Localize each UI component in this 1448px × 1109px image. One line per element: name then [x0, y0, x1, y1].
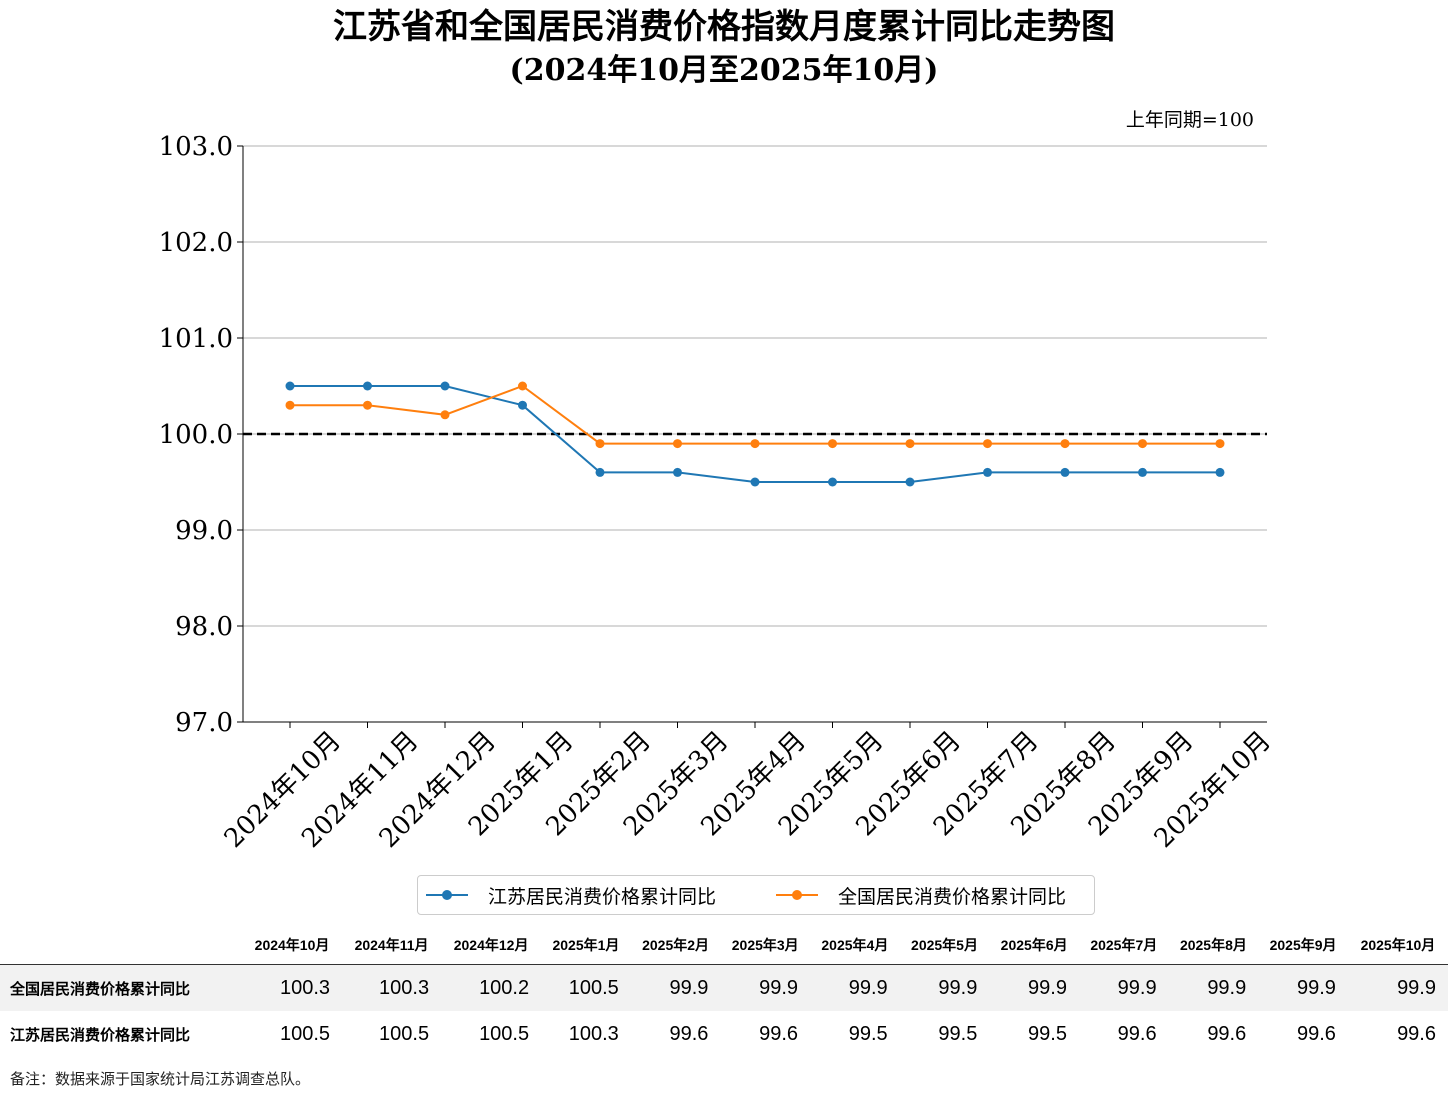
table-cell: 99.9: [669, 976, 709, 999]
data-point-1: [1138, 439, 1147, 449]
table-cell: 99.5: [848, 1022, 888, 1045]
table-cell: 100.5: [279, 1022, 331, 1045]
data-point-1: [285, 400, 295, 410]
table-cell: 100.2: [479, 976, 530, 999]
data-point-0: [363, 381, 372, 391]
table-cell: 100.3: [568, 1022, 619, 1045]
data-point-1: [828, 439, 837, 449]
legend-swatch-national: [776, 890, 818, 900]
data-point-1: [983, 439, 992, 449]
legend-label-national: 全国居民消费价格累计同比: [838, 885, 1067, 908]
table-cell: 99.6: [1207, 1022, 1247, 1045]
table-header-cell: 2025年10月: [1360, 937, 1436, 953]
y-tick-label: 101.0: [159, 324, 233, 354]
data-point-0: [750, 477, 760, 487]
data-point-0: [1215, 467, 1225, 477]
table-header-row: 2024年10月 2024年11月 2024年12月 2025年1月 2025年…: [0, 926, 1448, 965]
table-header-cell: 2025年4月: [821, 937, 889, 953]
y-tick-label: 98.0: [175, 612, 233, 642]
data-point-0: [828, 477, 837, 487]
y-tick-label: 97.0: [175, 708, 233, 738]
data-point-1: [1060, 439, 1070, 449]
table-header-cell: 2024年11月: [354, 937, 429, 953]
table-header-cell: 2025年2月: [642, 937, 710, 953]
row-label: 全国居民消费价格累计同比: [10, 980, 191, 998]
table-header-cell: 2025年3月: [731, 937, 799, 953]
table-cell: 99.5: [938, 1022, 978, 1045]
data-point-0: [595, 467, 605, 477]
data-point-0: [440, 381, 450, 391]
y-tick-label: 102.0: [159, 228, 233, 258]
table-row-jiangsu: 江苏居民消费价格累计同比 100.5 100.5 100.5 100.3 99.…: [0, 1011, 1448, 1057]
legend-item-national: 全国居民消费价格累计同比: [776, 876, 1066, 914]
y-tick-label: 99.0: [175, 516, 233, 546]
data-point-0: [983, 467, 992, 477]
data-point-0: [905, 477, 915, 487]
table-cell: 99.6: [1296, 1022, 1336, 1045]
unit-note: 上年同期=100: [1126, 109, 1254, 131]
table-cell: 99.6: [1397, 1022, 1436, 1045]
table-cell: 99.9: [1028, 976, 1067, 999]
data-point-1: [363, 400, 372, 410]
table-cell: 99.9: [1207, 976, 1247, 999]
table-cell: 100.3: [279, 976, 331, 999]
y-tick-label: 103.0: [159, 132, 233, 162]
table-cell: 99.9: [1296, 976, 1336, 999]
data-point-1: [1215, 439, 1225, 449]
table-row-national: 全国居民消费价格累计同比 100.3 100.3 100.2 100.5 99.…: [0, 964, 1448, 1011]
data-point-1: [905, 439, 915, 449]
table-cell: 100.5: [379, 1022, 430, 1045]
data-point-0: [285, 381, 295, 391]
table-cell: 99.9: [938, 976, 978, 999]
data-point-0: [1138, 467, 1147, 477]
table-cell: 100.5: [568, 976, 619, 999]
table-header-cell: 2025年9月: [1269, 937, 1337, 953]
table-header-cell: 2024年10月: [254, 937, 330, 953]
table-cell: 99.5: [1028, 1022, 1067, 1045]
table-header-cell: 2025年5月: [911, 937, 978, 953]
data-point-0: [673, 467, 682, 477]
chart-legend: 江苏居民消费价格累计同比 全国居民消费价格累计同比: [417, 875, 1095, 915]
data-point-1: [440, 410, 450, 420]
table-cell: 100.3: [379, 976, 430, 999]
table-cell: 99.9: [1397, 976, 1436, 999]
data-point-1: [750, 439, 760, 449]
table-cell: 99.6: [1117, 1022, 1157, 1045]
table-header-cell: 2025年7月: [1090, 937, 1158, 953]
table-cell: 99.9: [848, 976, 888, 999]
line-chart: 97.098.099.0100.0101.0102.0103.02024年10月…: [159, 109, 1277, 854]
table-header-cell: 2025年1月: [552, 937, 620, 953]
table-cell: 100.5: [479, 1022, 530, 1045]
table-cell: 99.9: [759, 976, 799, 999]
y-tick-label: 100.0: [159, 420, 233, 450]
table-header-cell: 2025年8月: [1179, 937, 1247, 953]
source-note: 备注：数据来源于国家统计局江苏调查总队。: [10, 1070, 311, 1088]
data-point-0: [518, 400, 527, 410]
table-cell: 99.6: [669, 1022, 709, 1045]
legend-item-jiangsu: 江苏居民消费价格累计同比: [426, 876, 716, 914]
table-cell: 99.9: [1117, 976, 1157, 999]
table-cell: 99.6: [759, 1022, 799, 1045]
data-point-1: [673, 439, 682, 449]
legend-label-jiangsu: 江苏居民消费价格累计同比: [488, 885, 717, 908]
table-corner: [0, 926, 242, 965]
data-point-1: [595, 439, 605, 449]
legend-swatch-jiangsu: [426, 890, 468, 900]
data-point-0: [1060, 467, 1070, 477]
table-header-cell: 2024年12月: [453, 937, 529, 953]
table-header-cell: 2025年6月: [1000, 937, 1068, 953]
chart-title: 江苏省和全国居民消费价格指数月度累计同比走势图: [333, 7, 1115, 47]
row-label: 江苏居民消费价格累计同比: [10, 1026, 191, 1044]
data-point-1: [518, 381, 527, 391]
chart-subtitle: (2024年10月至2025年10月): [509, 53, 939, 88]
data-table: 2024年10月 2024年11月 2024年12月 2025年1月 2025年…: [0, 926, 1448, 1057]
